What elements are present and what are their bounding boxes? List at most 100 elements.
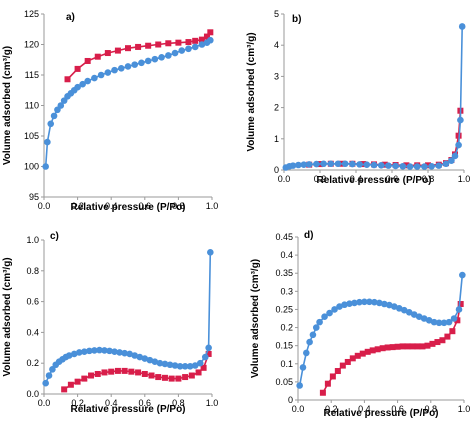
adsorption-point xyxy=(420,315,428,322)
desorption-point xyxy=(104,50,111,57)
x-tick-label: 0.8 xyxy=(422,174,435,184)
desorption-point xyxy=(384,344,391,351)
x-tick-label: 0.0 xyxy=(278,174,291,184)
x-tick-label: 1.0 xyxy=(206,398,219,408)
x-tick-label: 1.0 xyxy=(458,404,471,414)
adsorption-point xyxy=(42,163,49,170)
desorption-point xyxy=(94,53,101,60)
adsorption-point xyxy=(356,298,363,306)
panel-label: d) xyxy=(304,230,313,241)
y-tick-label: 0.6 xyxy=(26,297,39,307)
adsorption-series xyxy=(42,249,214,387)
x-tick-label: 0.6 xyxy=(139,201,152,211)
adsorption-point xyxy=(74,83,81,91)
desorption-point xyxy=(457,301,464,308)
adsorption-point xyxy=(457,116,464,124)
adsorption-point xyxy=(50,112,58,120)
adsorption-point xyxy=(306,338,313,346)
desorption-point xyxy=(449,328,456,335)
desorption-point xyxy=(74,378,81,385)
adsorption-point xyxy=(75,349,83,356)
desorption-point xyxy=(207,29,214,36)
panel-d: 0 0.05 0.1 0.15 0.2 0.25 0.3 0.35 0.4 0.45 0.0 0.2 0… xyxy=(250,230,470,419)
adsorption-point xyxy=(415,313,423,320)
desorption-point xyxy=(359,350,366,357)
desorption-point xyxy=(74,65,81,72)
adsorption-point xyxy=(300,161,308,168)
panel-a: 95 100 105 110 115 120 125 0.0 0.2 0.4 0.6 0.8 1.0 Re… xyxy=(2,9,218,213)
adsorption-point xyxy=(390,303,398,310)
adsorption-point xyxy=(371,298,378,306)
adsorption-point xyxy=(81,348,88,355)
adsorption-point xyxy=(47,120,55,128)
adsorption-point xyxy=(158,54,165,61)
x-tick-label: 0.2 xyxy=(71,398,84,408)
y-tick-label: 0.25 xyxy=(275,304,293,314)
adsorption-point xyxy=(106,347,113,355)
y-tick-label: 0.15 xyxy=(275,341,293,351)
desorption-point xyxy=(121,367,128,374)
y-tick-label: 120 xyxy=(24,40,39,50)
adsorption-point xyxy=(312,324,320,331)
desorption-point xyxy=(155,374,162,381)
adsorption-point xyxy=(356,161,363,168)
adsorption-point xyxy=(101,347,108,354)
adsorption-point xyxy=(151,55,159,63)
adsorption-point xyxy=(117,64,125,72)
adsorption-point xyxy=(91,74,98,82)
adsorption-point xyxy=(445,318,453,326)
adsorption-point xyxy=(392,162,399,170)
desorption-point xyxy=(419,343,426,350)
adsorption-point xyxy=(44,138,51,146)
desorption-point xyxy=(439,337,446,344)
x-tick-label: 0.8 xyxy=(172,398,185,408)
adsorption-point xyxy=(116,349,123,356)
adsorption-point xyxy=(341,160,349,168)
y-tick-label: 0.3 xyxy=(280,286,293,296)
desorption-point xyxy=(61,386,68,393)
adsorption-point xyxy=(161,360,169,368)
desorption-point xyxy=(182,374,189,381)
adsorption-line xyxy=(44,39,211,167)
panel-label: c) xyxy=(50,231,59,242)
adsorption-point xyxy=(450,315,458,322)
y-tick-label: 0.0 xyxy=(26,389,39,399)
adsorption-point xyxy=(84,77,91,85)
adsorption-series xyxy=(42,36,214,170)
x-tick-label: 0.2 xyxy=(71,201,84,211)
adsorption-point xyxy=(49,366,56,373)
adsorption-point xyxy=(400,306,408,314)
desorption-point xyxy=(84,57,91,64)
y-tick-label: 0.4 xyxy=(26,327,39,337)
adsorption-point xyxy=(205,344,212,352)
desorption-point xyxy=(339,362,346,369)
desorption-point xyxy=(145,42,152,49)
adsorption-point xyxy=(455,306,463,313)
panel-label: a) xyxy=(66,12,75,23)
adsorption-point xyxy=(111,66,118,74)
adsorption-point xyxy=(151,358,159,365)
adsorption-point xyxy=(146,356,154,364)
desorption-point xyxy=(88,372,95,379)
adsorption-point xyxy=(305,161,313,168)
adsorption-point xyxy=(296,382,303,389)
y-tick-label: 0.2 xyxy=(26,358,39,368)
desorption-point xyxy=(168,375,175,382)
desorption-point xyxy=(165,40,172,47)
adsorption-point xyxy=(385,162,392,169)
x-tick-label: 0.6 xyxy=(391,404,404,414)
desorption-series xyxy=(64,29,214,83)
adsorption-point xyxy=(451,152,459,160)
adsorption-point xyxy=(45,372,53,379)
desorption-point xyxy=(200,364,207,371)
x-tick-label: 0.6 xyxy=(139,398,152,408)
adsorption-point xyxy=(42,379,49,387)
desorption-point xyxy=(369,347,376,354)
adsorption-point xyxy=(186,362,194,370)
y-axis-title: Volume adsorbed (cm³/g) xyxy=(246,32,257,151)
desorption-point xyxy=(114,367,121,374)
adsorption-point xyxy=(303,349,310,357)
desorption-point xyxy=(175,375,182,382)
desorption-point xyxy=(409,343,416,350)
